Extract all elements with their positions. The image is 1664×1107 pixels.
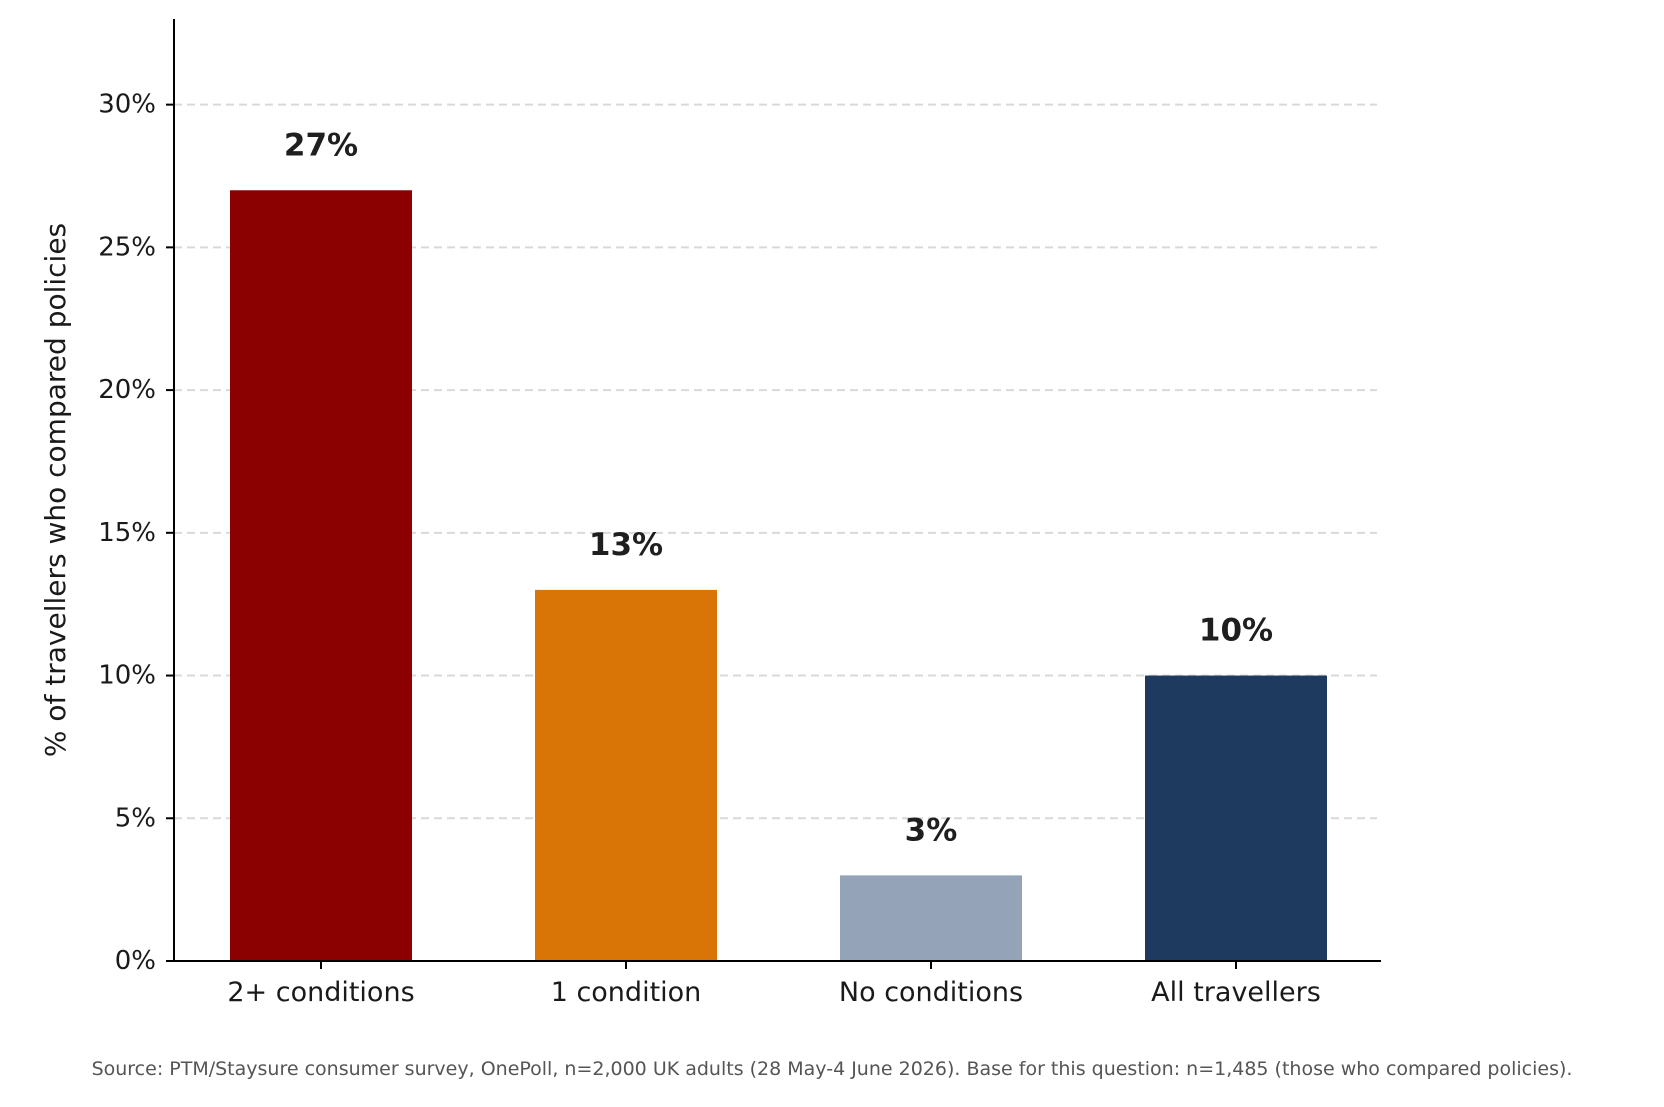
bar <box>230 190 412 962</box>
y-tick-label: 25% <box>98 232 156 262</box>
x-tick-label: All travellers <box>1151 977 1321 1008</box>
data-label: 10% <box>1199 613 1273 649</box>
x-tick-label: 1 condition <box>551 977 702 1008</box>
x-tick-label: No conditions <box>839 977 1023 1008</box>
axes <box>173 19 1381 962</box>
value-labels: 27% 13% 3% 10% <box>284 127 1273 848</box>
y-tick-label: 30% <box>98 90 156 120</box>
data-label: 3% <box>905 812 958 848</box>
y-tick-label: 5% <box>115 803 156 833</box>
bar <box>1145 675 1327 961</box>
x-ticks: 2+ conditions 1 condition No conditions All… <box>227 961 1321 1008</box>
bar <box>535 589 717 961</box>
y-tick-label: 0% <box>115 946 156 976</box>
source-footnote: Source: PTM/Staysure consumer survey, On… <box>92 1058 1573 1080</box>
y-tick-label: 10% <box>98 661 156 691</box>
y-ticks: 0% 5% 10% 15% 20% 25% 30% <box>98 90 174 976</box>
y-axis-title: % of travellers who compared policies <box>39 223 72 757</box>
y-tick-label: 20% <box>98 375 156 405</box>
data-label: 13% <box>589 527 663 563</box>
bars <box>230 190 1327 962</box>
data-label: 27% <box>284 127 358 163</box>
bar <box>840 875 1022 961</box>
y-tick-label: 15% <box>98 518 156 548</box>
x-tick-label: 2+ conditions <box>227 977 414 1008</box>
